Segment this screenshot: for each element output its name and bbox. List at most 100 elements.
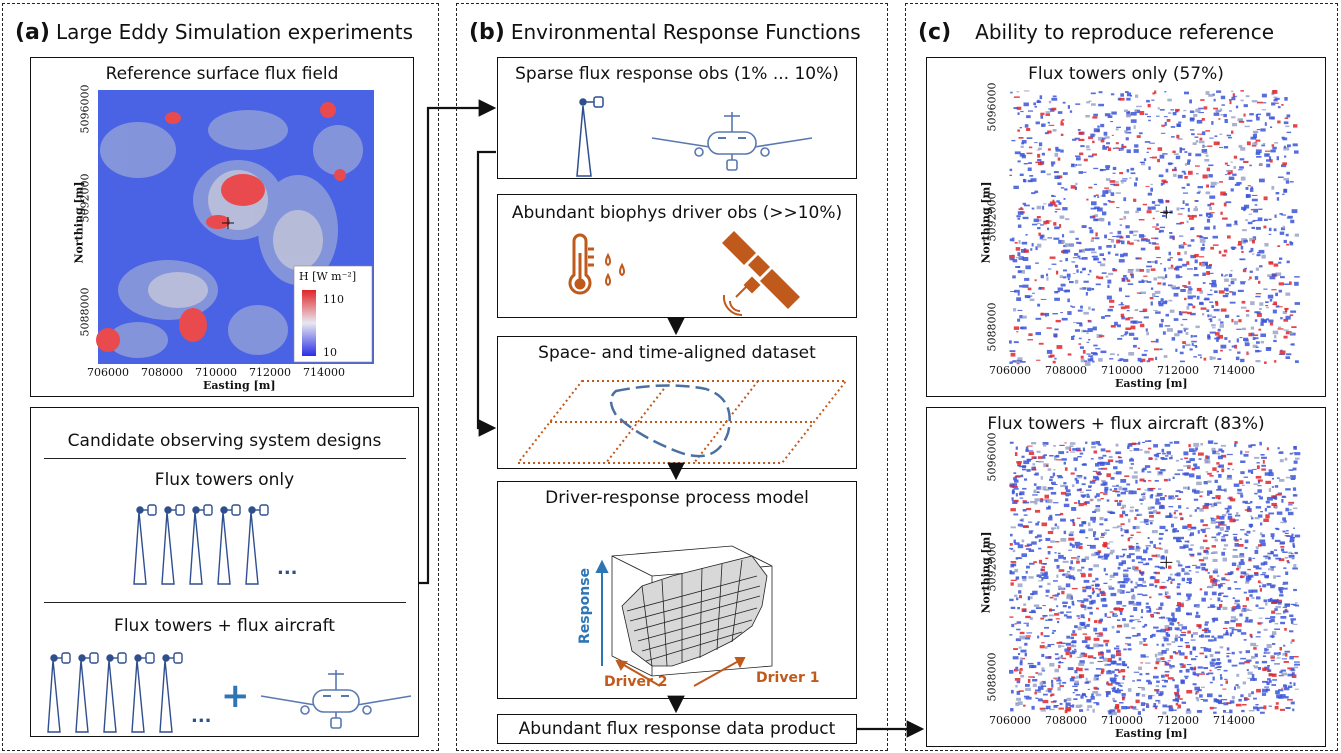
map-speckle bbox=[1168, 707, 1174, 712]
map-speckle bbox=[1122, 487, 1128, 491]
map-speckle bbox=[1177, 645, 1183, 647]
map-speckle bbox=[1070, 644, 1077, 648]
map-speckle bbox=[1043, 708, 1048, 710]
map-speckle bbox=[1250, 677, 1256, 681]
map-speckle bbox=[1220, 684, 1223, 686]
map-speckle bbox=[1037, 153, 1041, 158]
map-speckle bbox=[1097, 660, 1103, 663]
map-speckle bbox=[1184, 297, 1187, 301]
map-speckle bbox=[1199, 508, 1204, 512]
map-speckle bbox=[1206, 271, 1210, 275]
map-speckle bbox=[1183, 486, 1187, 490]
map-speckle bbox=[1120, 93, 1124, 97]
map-speckle bbox=[1117, 493, 1121, 497]
map-speckle bbox=[1209, 661, 1215, 665]
map-speckle bbox=[1040, 617, 1045, 620]
map-speckle bbox=[1117, 337, 1123, 340]
map-speckle bbox=[1254, 573, 1259, 576]
map-speckle bbox=[1151, 554, 1158, 557]
map-speckle bbox=[1154, 584, 1158, 588]
map-speckle bbox=[1256, 156, 1262, 158]
map-speckle bbox=[1033, 218, 1039, 223]
map-speckle bbox=[1086, 493, 1090, 496]
map-speckle bbox=[1039, 95, 1043, 100]
map-speckle bbox=[1256, 465, 1260, 469]
map-speckle bbox=[1021, 249, 1025, 253]
map-speckle bbox=[1093, 627, 1098, 632]
map-speckle bbox=[1066, 709, 1071, 712]
map-speckle bbox=[1265, 514, 1270, 519]
map-speckle bbox=[1184, 176, 1188, 179]
map-speckle bbox=[1180, 289, 1186, 292]
map-speckle bbox=[1164, 121, 1167, 126]
map-speckle bbox=[1090, 207, 1097, 210]
map-speckle bbox=[1054, 678, 1060, 681]
map-speckle bbox=[1224, 162, 1228, 165]
map-speckle bbox=[1170, 109, 1174, 111]
map-speckle bbox=[1112, 485, 1116, 487]
map-speckle bbox=[1098, 588, 1101, 591]
map-speckle bbox=[1126, 126, 1131, 131]
map-speckle bbox=[1179, 351, 1184, 355]
map-speckle bbox=[1098, 457, 1102, 460]
map-speckle bbox=[1064, 467, 1068, 471]
map-speckle bbox=[1213, 502, 1218, 506]
map-speckle bbox=[1214, 290, 1218, 293]
map-speckle bbox=[1213, 617, 1219, 621]
map-speckle bbox=[1202, 272, 1206, 276]
map-speckle bbox=[1115, 451, 1122, 455]
map-speckle bbox=[1222, 688, 1227, 690]
map-speckle bbox=[1086, 198, 1089, 201]
colorbar-max: 110 bbox=[323, 293, 344, 306]
map-speckle bbox=[1018, 465, 1024, 468]
map-speckle bbox=[1216, 501, 1222, 504]
map-speckle bbox=[1174, 692, 1179, 694]
map-speckle bbox=[1110, 192, 1115, 196]
map-speckle bbox=[1142, 441, 1146, 443]
map-speckle bbox=[1188, 152, 1192, 156]
map-speckle bbox=[1124, 490, 1128, 492]
map-speckle bbox=[1077, 456, 1082, 458]
map-speckle bbox=[1188, 170, 1193, 175]
map-speckle bbox=[1211, 583, 1216, 586]
map-speckle bbox=[1068, 533, 1074, 537]
map-speckle bbox=[1047, 618, 1053, 621]
map-speckle bbox=[1229, 518, 1236, 523]
map-speckle bbox=[1147, 681, 1152, 685]
map-speckle bbox=[1248, 710, 1255, 712]
map-speckle bbox=[1221, 454, 1227, 458]
map-speckle bbox=[1118, 459, 1123, 464]
map-speckle bbox=[1155, 547, 1161, 549]
map-speckle bbox=[1202, 539, 1208, 543]
map-speckle bbox=[1209, 213, 1213, 218]
map-speckle bbox=[1035, 472, 1039, 476]
map-speckle bbox=[1019, 315, 1023, 319]
map-speckle bbox=[1277, 601, 1282, 605]
map-speckle bbox=[1265, 150, 1271, 152]
map-speckle bbox=[1171, 523, 1174, 528]
map-speckle bbox=[1227, 235, 1231, 239]
map-speckle bbox=[1280, 694, 1286, 697]
map-speckle bbox=[1259, 585, 1262, 588]
map-speckle bbox=[1135, 692, 1140, 697]
map-speckle bbox=[1055, 291, 1060, 293]
map-speckle bbox=[1113, 700, 1117, 703]
map-speckle bbox=[1261, 109, 1267, 111]
map-speckle bbox=[1183, 451, 1189, 456]
map-speckle bbox=[1227, 659, 1232, 663]
map-speckle bbox=[1293, 460, 1298, 464]
map-speckle bbox=[1183, 286, 1188, 288]
map-speckle bbox=[1266, 163, 1271, 168]
map-speckle bbox=[1092, 140, 1095, 144]
map-speckle bbox=[1138, 321, 1143, 324]
map-speckle bbox=[1280, 276, 1285, 279]
map-speckle bbox=[1131, 490, 1137, 495]
map-speckle bbox=[1226, 655, 1230, 658]
map-speckle bbox=[1154, 204, 1161, 206]
map-speckle bbox=[1044, 646, 1048, 649]
map-speckle bbox=[1069, 281, 1074, 284]
map-speckle bbox=[1051, 97, 1058, 101]
map-speckle bbox=[1136, 679, 1142, 682]
map-speckle bbox=[1277, 120, 1281, 124]
map-speckle bbox=[1271, 502, 1277, 506]
